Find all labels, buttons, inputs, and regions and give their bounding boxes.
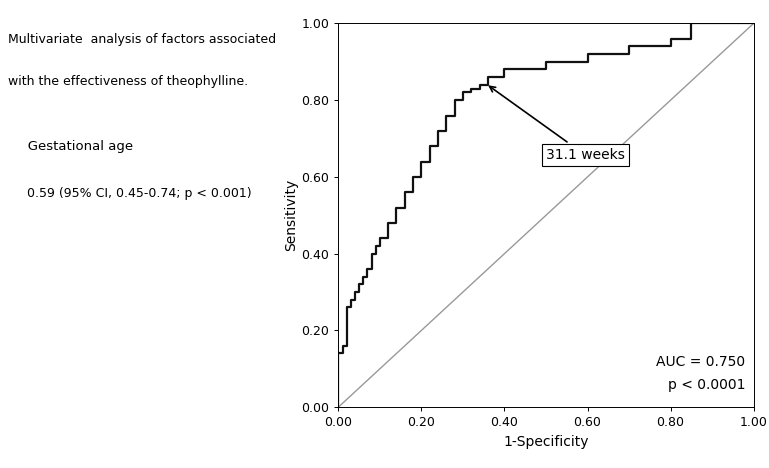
Text: Multivariate  analysis of factors associated: Multivariate analysis of factors associa… xyxy=(8,33,276,46)
Text: Gestational age: Gestational age xyxy=(15,140,134,154)
Text: 31.1 weeks: 31.1 weeks xyxy=(490,87,625,162)
Y-axis label: Sensitivity: Sensitivity xyxy=(285,179,298,251)
X-axis label: 1-Specificity: 1-Specificity xyxy=(503,435,589,449)
Text: with the effectiveness of theophylline.: with the effectiveness of theophylline. xyxy=(8,75,248,88)
Text: p < 0.0001: p < 0.0001 xyxy=(667,378,745,392)
Text: 0.59 (95% CI, 0.45-0.74; p < 0.001): 0.59 (95% CI, 0.45-0.74; p < 0.001) xyxy=(15,187,252,200)
Text: AUC = 0.750: AUC = 0.750 xyxy=(656,355,745,369)
